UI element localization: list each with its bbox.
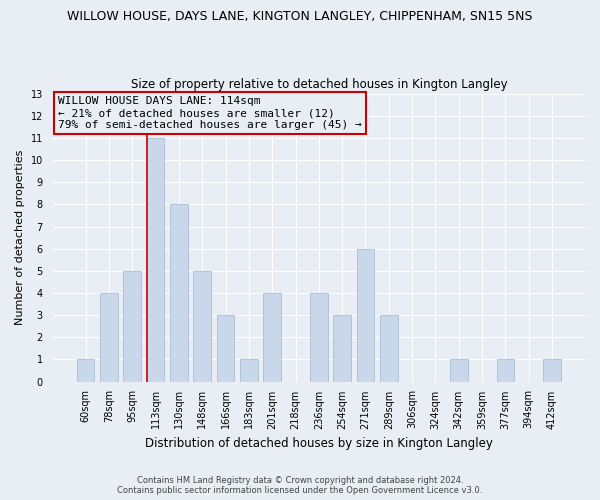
- Bar: [263, 293, 281, 382]
- Bar: [380, 315, 398, 382]
- Bar: [334, 315, 351, 382]
- Bar: [497, 360, 514, 382]
- Bar: [193, 271, 211, 382]
- Bar: [170, 204, 188, 382]
- Bar: [147, 138, 164, 382]
- Bar: [100, 293, 118, 382]
- Bar: [450, 360, 467, 382]
- X-axis label: Distribution of detached houses by size in Kington Langley: Distribution of detached houses by size …: [145, 437, 493, 450]
- Text: WILLOW HOUSE, DAYS LANE, KINGTON LANGLEY, CHIPPENHAM, SN15 5NS: WILLOW HOUSE, DAYS LANE, KINGTON LANGLEY…: [67, 10, 533, 23]
- Bar: [77, 360, 94, 382]
- Title: Size of property relative to detached houses in Kington Langley: Size of property relative to detached ho…: [131, 78, 507, 91]
- Text: WILLOW HOUSE DAYS LANE: 114sqm
← 21% of detached houses are smaller (12)
79% of : WILLOW HOUSE DAYS LANE: 114sqm ← 21% of …: [58, 96, 362, 130]
- Bar: [240, 360, 257, 382]
- Bar: [544, 360, 561, 382]
- Bar: [217, 315, 234, 382]
- Bar: [357, 248, 374, 382]
- Bar: [310, 293, 328, 382]
- Bar: [124, 271, 141, 382]
- Y-axis label: Number of detached properties: Number of detached properties: [15, 150, 25, 326]
- Text: Contains HM Land Registry data © Crown copyright and database right 2024.
Contai: Contains HM Land Registry data © Crown c…: [118, 476, 482, 495]
